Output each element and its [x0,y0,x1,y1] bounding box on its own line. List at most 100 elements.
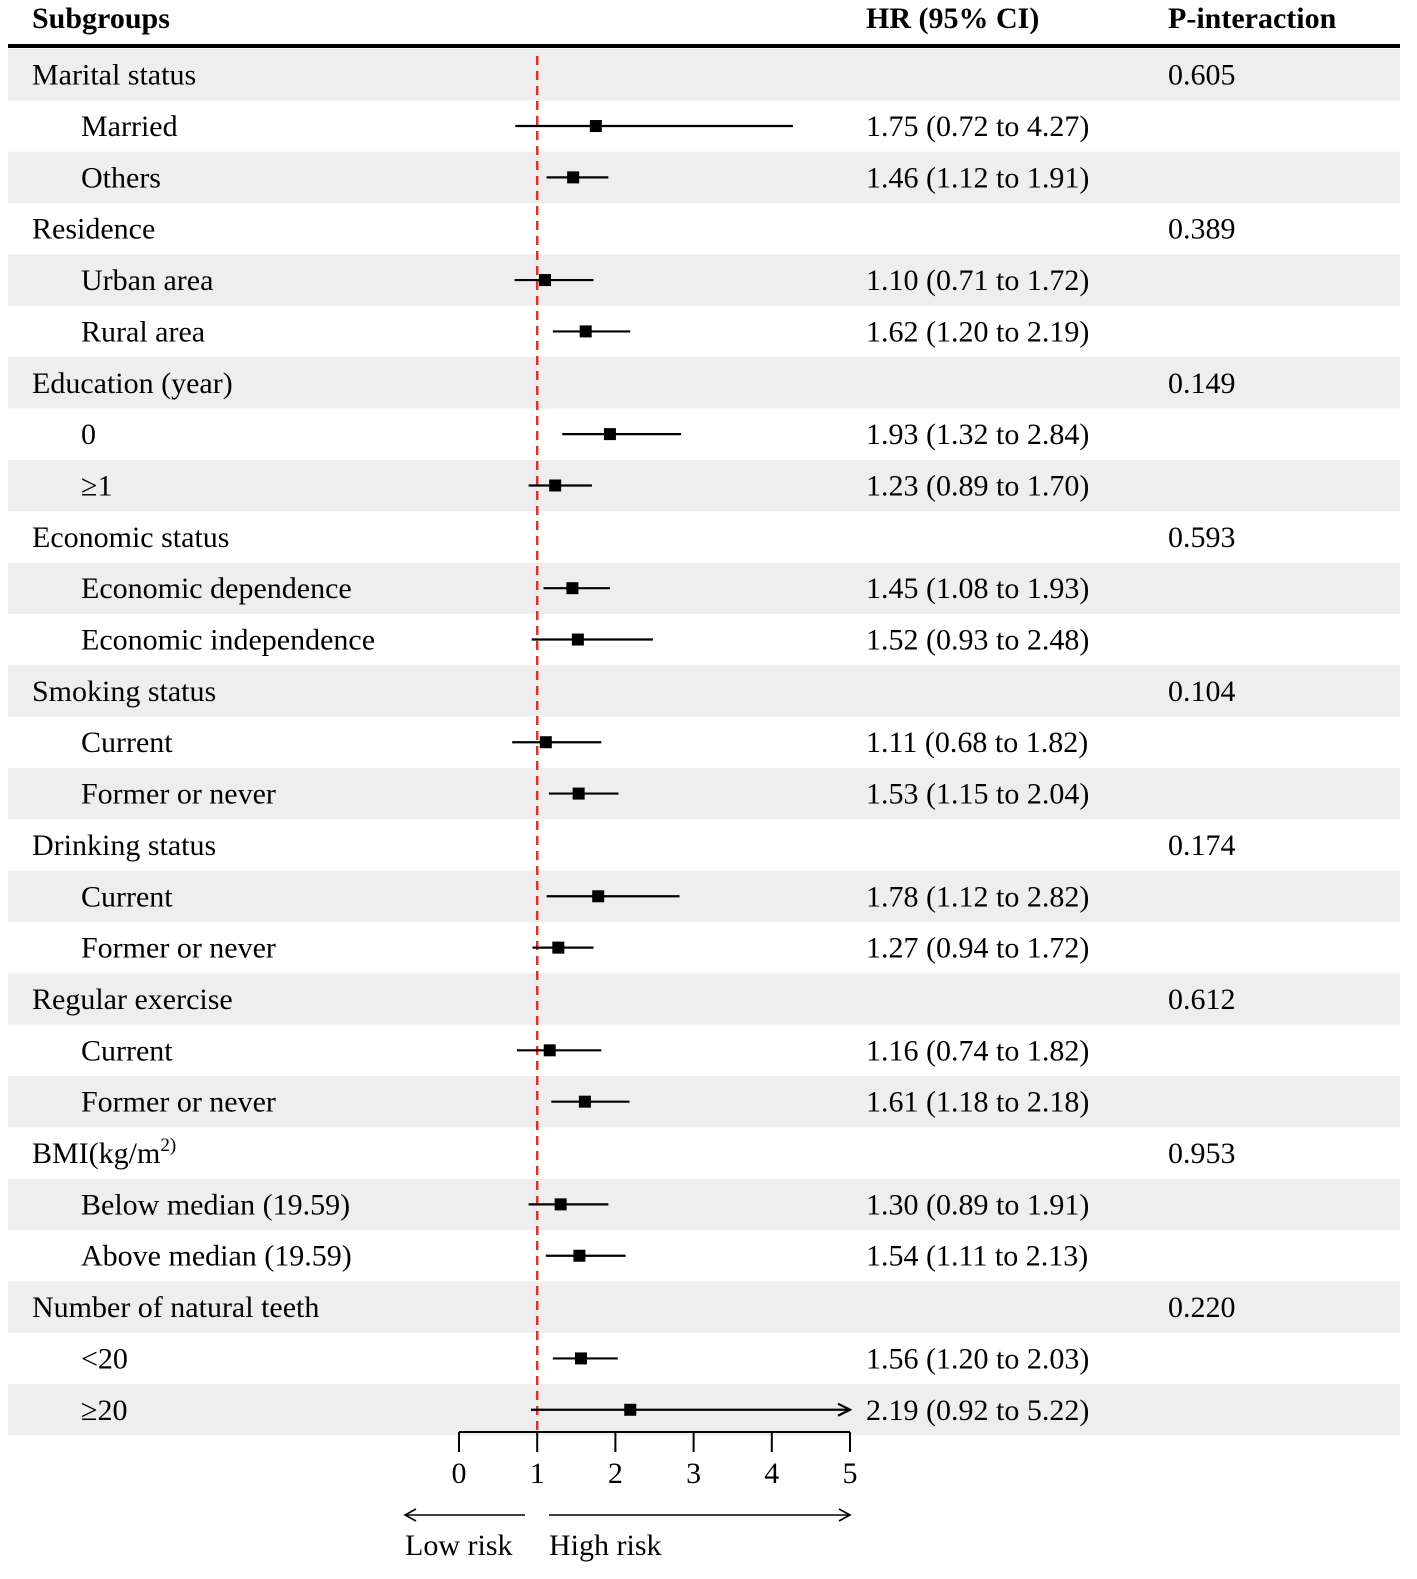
subgroup-label: Current [81,1034,173,1067]
subgroup-label: Former or never [81,932,276,965]
ci-marks [512,120,853,1417]
row-stripe [8,870,1400,922]
header-p-interaction: P-interaction [1168,2,1337,35]
hr-ci-value: 1.45 (1.08 to 1.93) [866,572,1089,605]
subgroup-label: Married [81,110,178,143]
subgroup-label: Rural area [81,315,205,348]
hr-point [549,479,562,492]
hr-ci-value: 1.30 (0.89 to 1.91) [866,1188,1089,1221]
row-stripe [8,973,1400,1025]
subgroup-label: Former or never [81,1086,276,1119]
hr-ci-value: 1.56 (1.20 to 2.03) [866,1342,1089,1375]
group-label: Education (year) [32,367,233,400]
hr-point [574,1352,587,1365]
hr-point [589,120,602,133]
subgroup-label: Current [81,880,173,913]
p-interaction-value: 0.612 [1168,983,1236,1016]
row-stripe [8,254,1400,306]
hr-point [543,1044,556,1057]
p-interaction-value: 0.149 [1168,367,1236,400]
row-stripe [8,151,1400,204]
p-interaction-value: 0.104 [1168,675,1236,708]
subgroup-label: Current [81,726,173,759]
hr-point [603,428,616,441]
x-tick-label: 4 [764,1457,779,1490]
group-label: Residence [32,213,155,246]
hr-point [592,890,605,903]
hr-point [566,582,579,595]
group-label: Smoking status [32,675,216,708]
low-risk-arrowhead [403,1508,417,1522]
header-subgroups: Subgroups [32,2,170,35]
hr-ci-value: 1.93 (1.32 to 2.84) [866,418,1089,451]
p-interaction-value: 0.220 [1168,1291,1236,1324]
row-stripe [8,49,1400,101]
p-interaction-value: 0.593 [1168,521,1236,554]
hr-ci-value: 1.10 (0.71 to 1.72) [866,264,1089,297]
hr-point [573,1249,586,1262]
p-interaction-value: 0.953 [1168,1137,1236,1170]
hr-ci-value: 1.53 (1.15 to 2.04) [866,778,1089,811]
group-label: Number of natural teeth [32,1291,319,1324]
group-label-superscript: 2) [160,1135,176,1156]
hr-point [572,787,585,800]
hr-ci-value: 1.61 (1.18 to 2.18) [866,1086,1089,1119]
group-label: BMI(kg/m2) [32,1135,176,1170]
ci-arrow [837,1402,853,1417]
subgroup-label: Above median (19.59) [81,1240,352,1273]
row-stripe [8,562,1400,614]
row-stripes [8,49,1400,1436]
subgroup-label: ≥1 [81,469,112,502]
row-stripe [8,459,1400,512]
p-interaction-value: 0.389 [1168,213,1236,246]
header-hr-ci: HR (95% CI) [866,2,1039,35]
hr-point [539,274,552,287]
row-stripe [8,767,1400,820]
hr-ci-value: 1.27 (0.94 to 1.72) [866,932,1089,965]
x-tick-label: 0 [452,1457,467,1490]
hr-ci-value: 1.11 (0.68 to 1.82) [866,726,1088,759]
subgroup-label: Former or never [81,778,276,811]
hr-ci-value: 1.75 (0.72 to 4.27) [866,110,1089,143]
group-label: Economic status [32,521,229,554]
hr-ci-value: 1.52 (0.93 to 2.48) [866,624,1089,657]
hr-point [554,1198,567,1211]
row-stripe [8,1178,1400,1231]
hr-ci-value: 1.46 (1.12 to 1.91) [866,161,1089,194]
row-stripe [8,1281,1400,1333]
hr-point [539,736,552,749]
hr-point [571,633,584,646]
hr-point [552,941,565,954]
hr-ci-value: 1.54 (1.11 to 2.13) [866,1240,1088,1273]
hr-ci-value: 1.78 (1.12 to 2.82) [866,880,1089,913]
subgroup-label: Below median (19.59) [81,1188,350,1221]
hr-point [578,1095,591,1108]
hr-ci-value: 2.19 (0.92 to 5.22) [866,1394,1089,1427]
subgroup-label: Economic independence [81,624,375,657]
x-tick-label: 1 [530,1457,545,1490]
subgroup-label: Urban area [81,264,213,297]
x-axis: 0 1 2 3 4 5 Low risk High risk [403,1431,858,1562]
group-label: Drinking status [32,829,216,862]
subgroup-label: ≥20 [81,1394,127,1427]
hr-point [579,325,592,338]
table-rows: Marital status 0.605 Married 1.75 (0.72 to … [32,59,1236,1427]
row-stripe [8,665,1400,717]
hr-point [567,171,580,184]
row-stripe [8,1076,1400,1128]
high-risk-arrowhead [838,1508,852,1522]
hr-ci-value: 1.23 (0.89 to 1.70) [866,469,1089,502]
low-risk-label: Low risk [405,1529,513,1562]
x-tick-label: 3 [686,1457,701,1490]
x-tick-label: 2 [608,1457,623,1490]
hr-point [624,1403,637,1416]
group-label: Regular exercise [32,983,233,1016]
hr-ci-value: 1.62 (1.20 to 2.19) [866,315,1089,348]
subgroup-label: Economic dependence [81,572,352,605]
x-tick-label: 5 [843,1457,858,1490]
p-interaction-value: 0.605 [1168,59,1236,92]
group-label: Marital status [32,59,196,92]
high-risk-label: High risk [549,1529,662,1562]
hr-ci-value: 1.16 (0.74 to 1.82) [866,1034,1089,1067]
